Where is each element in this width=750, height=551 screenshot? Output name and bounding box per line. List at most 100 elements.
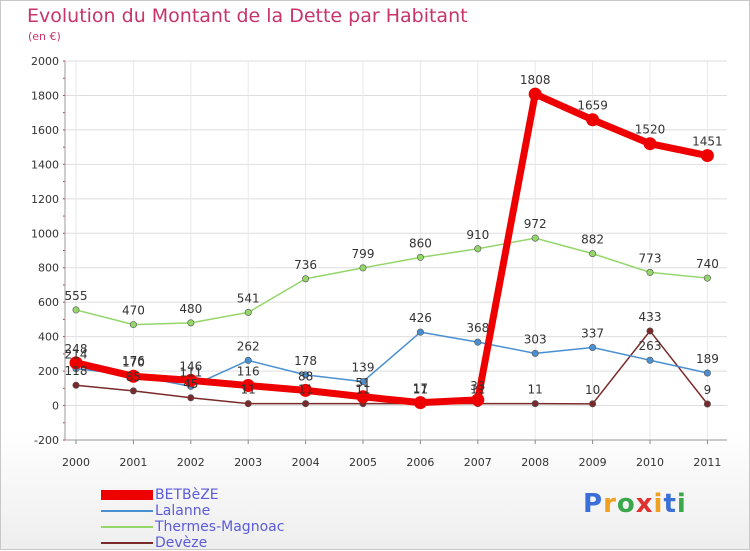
data-point-betb-ze <box>471 393 485 407</box>
chart-subtitle: (en €) <box>28 30 61 43</box>
data-point-lalanne <box>703 369 711 377</box>
data-point-thermes-magnoac <box>531 234 539 242</box>
data-point-betb-ze <box>299 383 313 397</box>
logo-letter: x <box>635 489 654 519</box>
data-label-lalanne: 426 <box>409 311 432 325</box>
data-label-dev-ze: 433 <box>639 310 662 324</box>
data-label-betb-ze: 51 <box>355 376 370 390</box>
y-tick-label: 1800 <box>31 89 59 102</box>
data-point-betb-ze <box>586 113 600 127</box>
legend-label: Devèze <box>155 535 208 551</box>
data-label-betb-ze: 1808 <box>520 73 551 87</box>
data-label-dev-ze: 118 <box>65 364 88 378</box>
x-tick-label: 2010 <box>636 456 664 469</box>
legend-label: Thermes-Magnoac <box>155 519 285 535</box>
data-point-dev-ze <box>302 400 310 408</box>
data-point-thermes-magnoac <box>474 245 482 253</box>
y-tick-label: 800 <box>38 262 59 275</box>
legend-item-dev-ze: Devèze <box>101 535 361 551</box>
data-point-betb-ze <box>700 149 714 163</box>
data-point-lalanne <box>474 338 482 346</box>
data-point-thermes-magnoac <box>416 253 424 261</box>
y-tick-label: 2000 <box>31 55 59 68</box>
data-label-dev-ze: 11 <box>413 383 428 397</box>
legend-item-thermes-magnoac: Thermes-Magnoac <box>101 519 361 535</box>
data-point-thermes-magnoac <box>703 274 711 282</box>
data-label-lalanne: 176 <box>122 354 145 368</box>
data-label-lalanne: 214 <box>65 348 88 362</box>
series-line-thermes-magnoac <box>75 237 709 326</box>
data-label-dev-ze: 9 <box>704 383 712 397</box>
data-point-thermes-magnoac <box>589 250 597 258</box>
data-label-thermes-magnoac: 740 <box>696 257 719 271</box>
data-point-thermes-magnoac <box>72 306 80 314</box>
data-point-betb-ze <box>413 396 427 410</box>
data-point-betb-ze <box>528 87 542 101</box>
data-label-betb-ze: 1520 <box>635 123 666 137</box>
data-label-lalanne: 262 <box>237 339 260 353</box>
legend-item-lalanne: Lalanne <box>101 503 361 519</box>
data-label-thermes-magnoac: 736 <box>294 258 317 272</box>
data-label-thermes-magnoac: 555 <box>65 289 88 303</box>
x-tick-label: 2003 <box>234 456 262 469</box>
data-label-betb-ze: 88 <box>298 369 313 383</box>
data-point-dev-ze <box>589 400 597 408</box>
data-point-betb-ze <box>69 356 83 370</box>
data-label-betb-ze: 33 <box>470 379 485 393</box>
data-point-dev-ze <box>244 400 252 408</box>
data-point-thermes-magnoac <box>187 319 195 327</box>
data-label-lalanne: 139 <box>352 361 375 375</box>
data-label-thermes-magnoac: 882 <box>581 233 604 247</box>
data-label-betb-ze: 146 <box>179 359 202 373</box>
logo-letter: r <box>603 489 617 519</box>
data-label-lalanne: 368 <box>466 321 489 335</box>
logo-letter: o <box>616 489 636 519</box>
data-label-dev-ze: 11 <box>298 383 313 397</box>
data-label-betb-ze: 1659 <box>577 99 608 113</box>
data-label-lalanne: 189 <box>696 352 719 366</box>
logo-letter: P <box>583 489 604 519</box>
data-point-betb-ze <box>356 390 370 404</box>
data-point-dev-ze <box>187 394 195 402</box>
data-label-dev-ze: 11 <box>355 383 370 397</box>
legend-swatch <box>101 526 153 528</box>
y-tick-label: 1600 <box>31 124 59 137</box>
series-line-lalanne <box>75 331 709 388</box>
data-point-lalanne <box>302 371 310 379</box>
data-point-thermes-magnoac <box>244 308 252 316</box>
data-label-betb-ze: 116 <box>237 365 260 379</box>
data-label-thermes-magnoac: 860 <box>409 236 432 250</box>
y-tick-label: 600 <box>38 296 59 309</box>
data-label-dev-ze: 11 <box>528 383 543 397</box>
data-point-betb-ze <box>241 379 255 393</box>
x-tick-label: 2008 <box>521 456 549 469</box>
legend-label: Lalanne <box>155 503 211 519</box>
legend-swatch <box>101 542 153 544</box>
data-point-lalanne <box>646 356 654 364</box>
y-tick-label: -200 <box>34 434 59 447</box>
data-point-lalanne <box>531 349 539 357</box>
legend-swatch <box>101 490 153 500</box>
data-label-thermes-magnoac: 972 <box>524 217 547 231</box>
data-point-betb-ze <box>126 369 140 383</box>
x-tick-label: 2002 <box>177 456 205 469</box>
data-point-lalanne <box>244 356 252 364</box>
legend-label: BETBèZE <box>155 487 219 503</box>
legend-item-betb-ze: BETBèZE <box>101 487 361 503</box>
data-point-thermes-magnoac <box>359 264 367 272</box>
data-label-lalanne: 111 <box>179 365 202 379</box>
x-tick-label: 2006 <box>406 456 434 469</box>
proxiti-logo: Proxiti <box>583 489 687 519</box>
x-tick-label: 2007 <box>464 456 492 469</box>
data-point-thermes-magnoac <box>129 321 137 329</box>
y-tick-label: 1000 <box>31 227 59 240</box>
chart-title: Evolution du Montant de la Dette par Hab… <box>27 5 468 27</box>
data-label-lalanne: 337 <box>581 326 604 340</box>
data-label-thermes-magnoac: 480 <box>179 302 202 316</box>
x-tick-label: 2009 <box>579 456 607 469</box>
chart-legend: BETBèZE Lalanne Thermes-Magnoac Devèze <box>101 487 361 551</box>
data-label-dev-ze: 11 <box>241 383 256 397</box>
legend-swatch <box>101 510 153 512</box>
data-point-dev-ze <box>646 327 654 335</box>
